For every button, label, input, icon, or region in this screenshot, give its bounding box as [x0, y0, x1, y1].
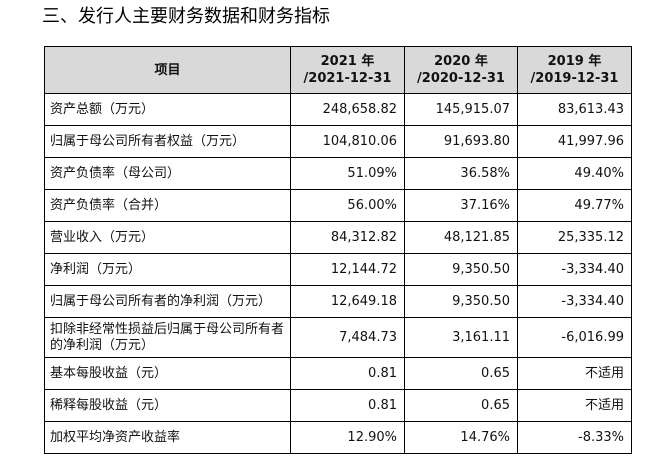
- cell-2020: 145,915.07: [404, 93, 518, 126]
- cell-2019: -6,016.99: [517, 317, 632, 358]
- header-year: 2019 年: [547, 54, 602, 69]
- cell-2020: 3,161.11: [404, 317, 518, 358]
- cell-2019: 49.40%: [517, 157, 632, 190]
- header-year: 2021 年: [320, 54, 375, 69]
- cell-2019: 不适用: [517, 357, 632, 390]
- cell-2020: 36.58%: [404, 157, 518, 190]
- row-label: 加权平均净资产收益率: [44, 421, 291, 454]
- cell-2020: 91,693.80: [404, 125, 518, 158]
- table-row: 归属于母公司所有者的净利润（万元） 12,649.18 9,350.50 -3,…: [44, 285, 632, 318]
- header-date: /2019-12-31: [530, 71, 619, 86]
- cell-2020: 9,350.50: [404, 253, 518, 286]
- row-label: 归属于母公司所有者权益（万元）: [44, 125, 291, 158]
- row-label: 扣除非经常性损益后归属于母公司所有者的净利润（万元）: [44, 317, 291, 358]
- cell-2019: -3,334.40: [517, 253, 632, 286]
- table-row: 归属于母公司所有者权益（万元） 104,810.06 91,693.80 41,…: [44, 125, 632, 158]
- cell-2021: 0.81: [290, 389, 405, 422]
- row-label: 资产负债率（合并）: [44, 189, 291, 222]
- cell-2021: 12,649.18: [290, 285, 405, 318]
- header-date: /2020-12-31: [417, 71, 505, 86]
- row-label: 营业收入（万元）: [44, 221, 291, 254]
- cell-2021: 248,658.82: [290, 93, 405, 126]
- header-period-2019: 2019 年 /2019-12-31: [517, 46, 632, 94]
- cell-2020: 0.65: [404, 389, 518, 422]
- cell-2021: 56.00%: [290, 189, 405, 222]
- cell-2020: 48,121.85: [404, 221, 518, 254]
- cell-2021: 12.90%: [290, 421, 405, 454]
- table-row: 稀释每股收益（元） 0.81 0.65 不适用: [44, 389, 632, 422]
- row-label: 资产总额（万元）: [44, 93, 291, 126]
- cell-2020: 14.76%: [404, 421, 518, 454]
- row-label: 净利润（万元）: [44, 253, 291, 286]
- cell-2019: -3,334.40: [517, 285, 632, 318]
- header-year: 2020 年: [434, 54, 488, 69]
- table-row: 净利润（万元） 12,144.72 9,350.50 -3,334.40: [44, 253, 632, 286]
- header-period-2020: 2020 年 /2020-12-31: [404, 46, 518, 94]
- header-period-2021: 2021 年 /2021-12-31: [290, 46, 405, 94]
- cell-2020: 0.65: [404, 357, 518, 390]
- section-title: 三、发行人主要财务数据和财务指标: [42, 6, 330, 27]
- row-label: 资产负债率（母公司）: [44, 157, 291, 190]
- cell-2021: 51.09%: [290, 157, 405, 190]
- row-label: 归属于母公司所有者的净利润（万元）: [44, 285, 291, 318]
- financial-data-table: 项目 2021 年 /2021-12-31 2020 年 /2020-12-31…: [44, 46, 632, 454]
- cell-2019: 不适用: [517, 389, 632, 422]
- header-date: /2021-12-31: [303, 71, 392, 86]
- table-row: 营业收入（万元） 84,312.82 48,121.85 25,335.12: [44, 221, 632, 254]
- cell-2019: 49.77%: [517, 189, 632, 222]
- cell-2021: 12,144.72: [290, 253, 405, 286]
- cell-2021: 104,810.06: [290, 125, 405, 158]
- cell-2020: 37.16%: [404, 189, 518, 222]
- table-row: 扣除非经常性损益后归属于母公司所有者的净利润（万元） 7,484.73 3,16…: [44, 317, 632, 358]
- cell-2019: -8.33%: [517, 421, 632, 454]
- cell-2021: 7,484.73: [290, 317, 405, 358]
- cell-2020: 9,350.50: [404, 285, 518, 318]
- table-header-row: 项目 2021 年 /2021-12-31 2020 年 /2020-12-31…: [44, 46, 632, 94]
- table-row: 资产总额（万元） 248,658.82 145,915.07 83,613.43: [44, 93, 632, 126]
- cell-2021: 0.81: [290, 357, 405, 390]
- table-row: 加权平均净资产收益率 12.90% 14.76% -8.33%: [44, 421, 632, 454]
- table-row: 资产负债率（合并） 56.00% 37.16% 49.77%: [44, 189, 632, 222]
- table-row: 资产负债率（母公司） 51.09% 36.58% 49.40%: [44, 157, 632, 190]
- cell-2021: 84,312.82: [290, 221, 405, 254]
- cell-2019: 41,997.96: [517, 125, 632, 158]
- cell-2019: 25,335.12: [517, 221, 632, 254]
- row-label: 稀释每股收益（元）: [44, 389, 291, 422]
- row-label: 基本每股收益（元）: [44, 357, 291, 390]
- cell-2019: 83,613.43: [517, 93, 632, 126]
- header-item: 项目: [44, 46, 291, 94]
- table-row: 基本每股收益（元） 0.81 0.65 不适用: [44, 357, 632, 390]
